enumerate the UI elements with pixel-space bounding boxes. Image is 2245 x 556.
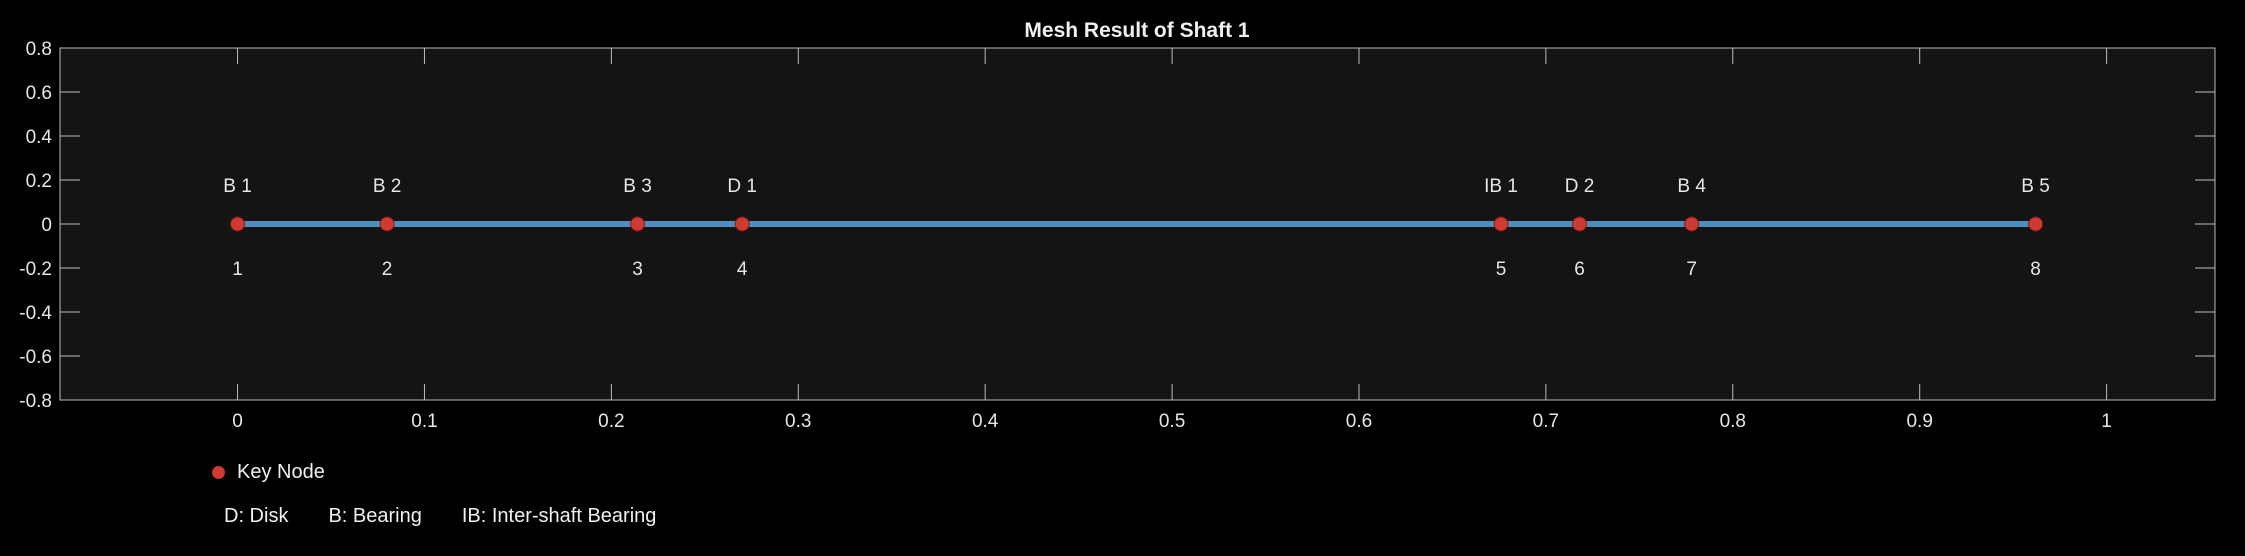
component-label: B 4 <box>1677 176 1706 197</box>
legend-note-inter-shaft-bearing: IB: Inter-shaft Bearing <box>461 505 657 527</box>
x-tick-label: 0.8 <box>1720 411 1746 432</box>
node-number-label: 4 <box>737 259 748 280</box>
key-node-point <box>379 216 395 232</box>
legend-item-key-node: Key Node <box>212 458 325 486</box>
x-tick-label: 0.6 <box>1346 411 1372 432</box>
axes: 0 0.1 0.2 0.3 0.4 0.5 0.6 0.7 0.8 0.9 1 0.8 0.6 0.4 0.… <box>19 39 2215 432</box>
y-tick-label: -0.8 <box>19 391 52 412</box>
y-tick-label: 0 <box>41 215 52 236</box>
node-number-label: 7 <box>1686 259 1697 280</box>
x-tick-label: 0.7 <box>1533 411 1559 432</box>
x-tick-label: 0 <box>232 411 243 432</box>
component-label: B 5 <box>2021 176 2050 197</box>
key-node-point <box>734 216 750 232</box>
key-node-point <box>1572 216 1588 232</box>
y-tick-label: -0.6 <box>19 347 52 368</box>
node-number-label: 2 <box>382 259 393 280</box>
y-tick-label: -0.4 <box>19 303 52 324</box>
legend-note-disk: D: Disk <box>224 505 289 527</box>
chart-title: Mesh Result of Shaft 1 <box>1024 19 1250 42</box>
x-tick-label: 0.9 <box>1906 411 1932 432</box>
y-tick-label: -0.2 <box>19 259 52 280</box>
key-node-point <box>230 216 246 232</box>
key-node-point <box>1493 216 1509 232</box>
node-number-label: 3 <box>632 259 643 280</box>
x-tick-label: 0.5 <box>1159 411 1185 432</box>
key-node-marker-icon <box>212 465 225 479</box>
y-tick-label: 0.8 <box>26 39 52 60</box>
node-number-label: 8 <box>2030 259 2041 280</box>
legend-note-bearing: B: Bearing <box>328 505 422 527</box>
x-tick-label: 0.1 <box>411 411 437 432</box>
node-number-label: 5 <box>1496 259 1507 280</box>
y-tick-label: 0.4 <box>26 127 53 148</box>
key-node-point <box>1684 216 1700 232</box>
component-label: B 1 <box>223 176 252 197</box>
node-number-label: 6 <box>1574 259 1585 280</box>
key-node-point <box>2028 216 2044 232</box>
data-marks: B 1 1 B 2 2 B 3 3 D 1 4 IB 1 5 D 2 6 B 4 7 B 5 8 <box>223 176 2050 280</box>
component-label: B 2 <box>373 176 402 197</box>
x-tick-label: 1 <box>2101 411 2112 432</box>
legend: Key Node <box>212 458 325 486</box>
component-label: D 2 <box>1565 176 1595 197</box>
y-tick-label: 0.6 <box>26 83 52 104</box>
component-label: IB 1 <box>1484 176 1518 197</box>
key-node-point <box>630 216 646 232</box>
x-tick-label: 0.4 <box>972 411 999 432</box>
x-tick-label: 0.2 <box>598 411 624 432</box>
y-tick-label: 0.2 <box>26 171 52 192</box>
node-number-label: 1 <box>232 259 243 280</box>
component-label: D 1 <box>727 176 757 197</box>
legend-notes: D: Disk B: Bearing IB: Inter-shaft Beari… <box>224 505 656 528</box>
x-tick-label: 0.3 <box>785 411 811 432</box>
legend-label-key-node: Key Node <box>237 460 325 483</box>
component-label: B 3 <box>623 176 652 197</box>
